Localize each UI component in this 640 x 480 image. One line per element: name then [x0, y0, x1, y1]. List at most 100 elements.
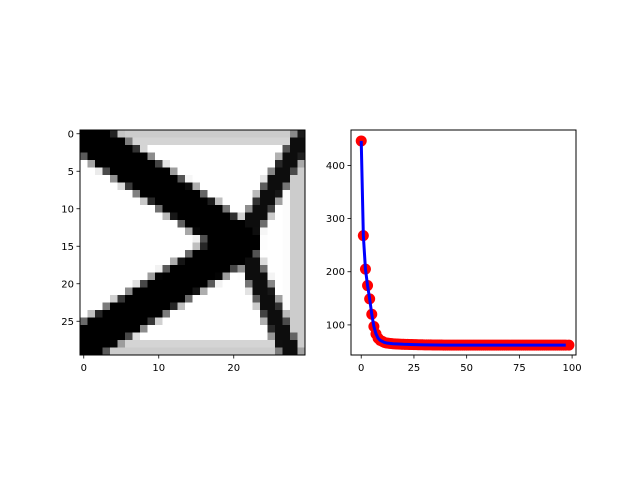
image-pixel [222, 310, 231, 318]
image-pixel [110, 272, 118, 281]
image-pixel [237, 167, 246, 176]
image-pixel [147, 295, 156, 303]
image-pixel [215, 332, 223, 341]
image-pixel [87, 325, 96, 333]
image-pixel [147, 272, 156, 281]
image-pixel [222, 197, 231, 206]
image-pixel [200, 347, 208, 356]
image-pixel [200, 130, 208, 138]
image-pixel [207, 130, 216, 138]
image-pixel [185, 182, 193, 191]
image-pixel [215, 302, 223, 311]
image-pixel [267, 235, 276, 243]
image-pixel [282, 160, 291, 168]
image-pixel [185, 235, 193, 243]
image-pixel [245, 137, 253, 146]
image-pixel [252, 167, 261, 176]
image-pixel [215, 347, 223, 356]
plot-axes-frame [350, 129, 577, 356]
image-pixel [132, 220, 141, 228]
image-pixel [185, 205, 193, 213]
image-pixel [140, 310, 148, 318]
image-pixel [87, 175, 96, 183]
plot-x-tick-label: 75 [513, 363, 526, 374]
image-pixel [155, 347, 163, 356]
image-pixel [192, 190, 201, 198]
image-pixel [207, 265, 216, 273]
image-pixel [237, 220, 246, 228]
image-pixel [282, 340, 291, 348]
image-pixel [222, 130, 231, 138]
image-pixel [110, 310, 118, 318]
image-pixel [140, 167, 148, 176]
image-pixel [147, 227, 156, 236]
image-pixel [290, 175, 298, 183]
image-pixel [102, 250, 111, 258]
image-pixel [87, 182, 96, 191]
image-pixel [192, 167, 201, 176]
image-pixel [117, 287, 126, 296]
image-pixel [260, 287, 268, 296]
image-pixel [80, 235, 88, 243]
image-pixel [117, 340, 126, 348]
image-pixel [110, 220, 118, 228]
image-pixel [290, 137, 298, 146]
image-pixel [185, 265, 193, 273]
image-pixel [80, 287, 88, 296]
image-pixel [117, 272, 126, 281]
image-pixel [275, 212, 283, 221]
image-pixel [222, 265, 231, 273]
image-pixel [237, 325, 246, 333]
image-pixel [275, 220, 283, 228]
image-pixel [170, 220, 178, 228]
image-pixel [170, 205, 178, 213]
image-pixel [260, 332, 268, 341]
image-pixel [237, 340, 246, 348]
image-pixel [87, 130, 96, 138]
image-pixel [192, 235, 201, 243]
image-pixel [132, 257, 141, 266]
image-pixel [230, 325, 238, 333]
image-pixel [140, 272, 148, 281]
image-pixel [132, 197, 141, 206]
image-pixel [117, 265, 126, 273]
image-pixel [245, 145, 253, 153]
image-pixel [230, 212, 238, 221]
image-pixel [177, 152, 186, 161]
image-pixel [267, 130, 276, 138]
image-pixel [207, 137, 216, 146]
image-pixel [267, 250, 276, 258]
image-pixel [162, 175, 171, 183]
image-pixel [260, 137, 268, 146]
image-pixel [147, 332, 156, 341]
image-pixel [87, 347, 96, 356]
image-pixel [125, 272, 133, 281]
image-pixel [207, 332, 216, 341]
image-pixel [162, 340, 171, 348]
image-pixel [87, 242, 96, 251]
image-pixel [237, 137, 246, 146]
image-pixel [222, 302, 231, 311]
image-pixel [290, 347, 298, 356]
image-pixel [267, 317, 276, 326]
image-pixel [102, 257, 111, 266]
image-pixel [275, 190, 283, 198]
image-pixel [170, 310, 178, 318]
image-pixel [207, 272, 216, 281]
image-x-tick-label: 0 [81, 363, 87, 374]
image-pixel [290, 295, 298, 303]
image-pixel [117, 295, 126, 303]
image-pixel [222, 220, 231, 228]
image-pixel [267, 340, 276, 348]
image-pixel [200, 220, 208, 228]
image-pixel [177, 227, 186, 236]
image-pixel [102, 287, 111, 296]
plot-y-tick-label: 300 [326, 214, 345, 225]
image-pixel [252, 182, 261, 191]
image-pixel [170, 235, 178, 243]
image-pixel [80, 265, 88, 273]
image-pixel [267, 167, 276, 176]
image-pixel [267, 310, 276, 318]
image-pixel [147, 212, 156, 221]
image-pixel [162, 137, 171, 146]
